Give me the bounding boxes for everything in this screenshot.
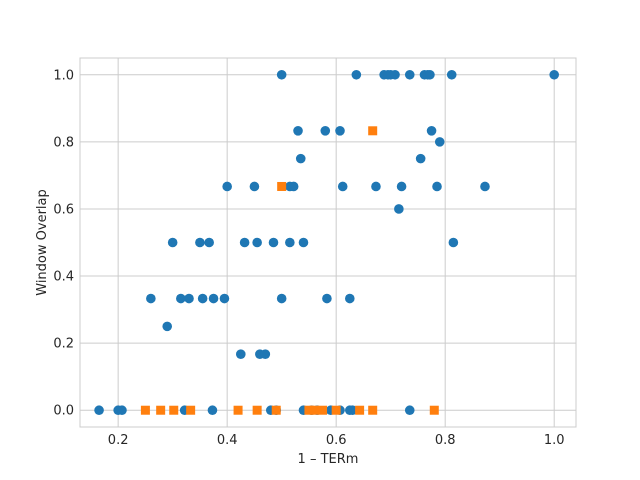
data-point-circle [415,153,426,164]
plot-frame [79,57,577,428]
x-tick-label: 0.8 [435,433,456,448]
data-point-square [169,405,179,415]
data-point-circle [335,125,345,136]
data-point-circle [351,69,362,80]
data-point-circle [426,125,437,136]
data-point-circle [446,69,457,80]
data-point-circle [347,405,358,416]
data-point-circle [276,293,287,304]
data-point-square [355,405,365,415]
data-point-square [156,405,166,415]
data-point-square [277,181,287,191]
data-point-circle [396,181,407,192]
data-point-circle [295,153,306,164]
data-point-circle [288,181,299,192]
data-point-circle [425,69,435,80]
data-point-circle [239,237,250,248]
data-point-circle [404,405,415,416]
data-point-circle [184,293,194,304]
data-point-square [233,405,243,415]
data-point-circle [371,181,381,192]
x-tick-labels: 0.2 0.4 0.6 0.8 1.0 [108,433,565,448]
data-point-circle [293,125,303,136]
data-point-circle [285,237,295,248]
data-point-square [304,405,314,415]
data-point-circle [197,293,208,304]
data-point-circle [448,237,459,248]
data-point-square [429,405,439,415]
data-point-circle [320,125,331,136]
data-point-circle [434,137,445,147]
plot-area [80,58,576,427]
data-point-circle [337,181,348,192]
data-point-circle [176,293,186,304]
data-point-circle [117,405,127,416]
data-point-square [318,405,328,415]
y-axis-label: Window Overlap [35,189,50,296]
data-point-circle [276,69,287,80]
data-point-circle [322,293,332,304]
data-point-circle [345,293,355,304]
data-point-square [368,126,378,136]
data-point-circle [146,293,156,304]
y-tick-label: 0.2 [53,337,74,352]
data-point-circle [195,237,205,248]
x-tick-label: 1.0 [544,433,565,448]
data-point-square [186,405,196,415]
data-point-circle [394,204,404,214]
y-tick-label: 0.4 [53,270,74,285]
data-point-circle [298,237,309,248]
data-point-square [271,405,281,415]
y-tick-labels: 0.0 0.2 0.4 0.6 0.8 1.0 [53,68,74,418]
x-tick-label: 0.2 [108,433,129,448]
data-point-circle [219,293,230,304]
y-tick-label: 0.8 [53,135,74,150]
data-point-circle [94,405,104,416]
data-point-square [252,405,262,415]
data-point-circle [222,181,232,192]
data-point-circle [404,69,415,80]
y-tick-label: 1.0 [53,68,74,83]
data-point-square [331,405,341,415]
data-point-circle [204,237,214,248]
y-tick-label: 0.0 [53,404,74,419]
data-point-circle [249,181,260,192]
data-point-circle [235,349,246,360]
data-point-circle [432,181,442,192]
y-tick-label: 0.6 [53,202,74,217]
data-point-circle [208,293,219,304]
data-point-circle [268,237,279,248]
x-tick-label: 0.6 [326,433,347,448]
data-point-circle [252,237,262,248]
data-point-square [368,405,378,415]
data-point-circle [167,237,178,248]
data-points [94,69,559,416]
x-axis-label: 1 – TERm [298,452,359,467]
data-point-circle [480,181,490,192]
data-point-square [140,405,150,415]
data-point-circle [260,349,271,360]
data-point-square [309,405,319,415]
data-point-circle [549,69,559,80]
data-point-circle [162,321,173,332]
data-point-circle [390,69,400,80]
data-point-circle [207,405,218,416]
x-tick-label: 0.4 [217,433,238,448]
